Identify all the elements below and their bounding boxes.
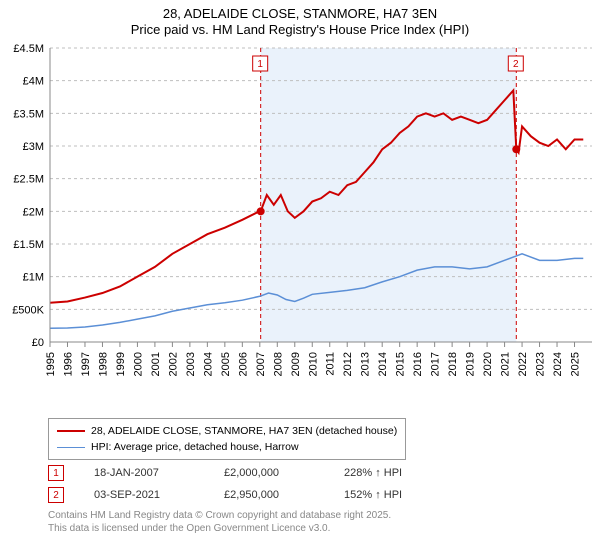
footer-line-2: This data is licensed under the Open Gov… [48, 523, 391, 536]
svg-text:2020: 2020 [482, 352, 494, 376]
legend: 28, ADELAIDE CLOSE, STANMORE, HA7 3EN (d… [48, 418, 406, 460]
legend-label-1: 28, ADELAIDE CLOSE, STANMORE, HA7 3EN (d… [91, 425, 397, 437]
title-block: 28, ADELAIDE CLOSE, STANMORE, HA7 3EN Pr… [0, 0, 600, 39]
footer-line-1: Contains HM Land Registry data © Crown c… [48, 510, 391, 523]
marker-badge-2: 2 [48, 487, 64, 503]
svg-text:1999: 1999 [115, 352, 127, 376]
svg-text:1998: 1998 [97, 352, 109, 376]
svg-text:2022: 2022 [517, 352, 529, 376]
svg-text:2007: 2007 [255, 352, 267, 376]
svg-text:2012: 2012 [342, 352, 354, 376]
svg-text:1: 1 [257, 59, 263, 70]
svg-text:£1.5M: £1.5M [13, 239, 44, 251]
svg-text:2006: 2006 [237, 352, 249, 376]
svg-text:1997: 1997 [80, 352, 92, 376]
svg-text:2014: 2014 [377, 352, 389, 376]
svg-text:2018: 2018 [447, 352, 459, 376]
svg-text:2025: 2025 [570, 352, 582, 376]
legend-item-2: HPI: Average price, detached house, Harr… [57, 439, 397, 455]
marker-badge-1: 1 [48, 465, 64, 481]
svg-text:2011: 2011 [325, 352, 337, 376]
svg-text:2008: 2008 [272, 352, 284, 376]
title-line-1: 28, ADELAIDE CLOSE, STANMORE, HA7 3EN [0, 6, 600, 22]
marker-price-1: £2,000,000 [224, 467, 314, 479]
svg-text:£2M: £2M [23, 206, 44, 218]
svg-text:1995: 1995 [45, 352, 57, 376]
svg-text:1996: 1996 [62, 352, 74, 376]
chart-area: £0 £500K £1M £1.5M £2M £2.5M £3M £3.5M £4M £4.5M 1… [0, 42, 600, 410]
legend-swatch-1 [57, 430, 85, 432]
marker-date-2: 03-SEP-2021 [94, 489, 194, 501]
marker-row-2: 2 03-SEP-2021 £2,950,000 152% ↑ HPI [48, 484, 454, 506]
svg-text:2010: 2010 [307, 352, 319, 376]
marker-price-2: £2,950,000 [224, 489, 314, 501]
svg-text:£2.5M: £2.5M [13, 174, 44, 186]
svg-text:£0: £0 [32, 337, 44, 349]
svg-text:2003: 2003 [185, 352, 197, 376]
svg-text:2: 2 [513, 59, 519, 70]
marker-table: 1 18-JAN-2007 £2,000,000 228% ↑ HPI 2 03… [48, 462, 454, 506]
svg-text:2017: 2017 [430, 352, 442, 376]
legend-label-2: HPI: Average price, detached house, Harr… [91, 441, 299, 453]
svg-text:2009: 2009 [290, 352, 302, 376]
svg-text:£1M: £1M [23, 272, 44, 284]
svg-text:£3.5M: £3.5M [13, 108, 44, 120]
marker-pct-1: 228% ↑ HPI [344, 467, 454, 479]
svg-text:£4M: £4M [23, 76, 44, 88]
svg-text:2013: 2013 [360, 352, 372, 376]
footer: Contains HM Land Registry data © Crown c… [48, 510, 391, 535]
marker-pct-2: 152% ↑ HPI [344, 489, 454, 501]
legend-swatch-2 [57, 447, 85, 448]
svg-text:2000: 2000 [132, 352, 144, 376]
legend-item-1: 28, ADELAIDE CLOSE, STANMORE, HA7 3EN (d… [57, 423, 397, 439]
svg-text:2019: 2019 [465, 352, 477, 376]
svg-text:2002: 2002 [167, 352, 179, 376]
chart-container: 28, ADELAIDE CLOSE, STANMORE, HA7 3EN Pr… [0, 0, 600, 560]
svg-text:2005: 2005 [220, 352, 232, 376]
svg-text:2024: 2024 [552, 352, 564, 376]
svg-text:2001: 2001 [150, 352, 162, 376]
svg-text:2023: 2023 [535, 352, 547, 376]
svg-text:2015: 2015 [395, 352, 407, 376]
svg-text:2004: 2004 [202, 352, 214, 376]
chart-svg: £0 £500K £1M £1.5M £2M £2.5M £3M £3.5M £4M £4.5M 1… [0, 42, 600, 410]
svg-text:2021: 2021 [500, 352, 512, 376]
svg-text:2016: 2016 [412, 352, 424, 376]
svg-text:£3M: £3M [23, 141, 44, 153]
title-line-2: Price paid vs. HM Land Registry's House … [0, 22, 600, 38]
marker-row-1: 1 18-JAN-2007 £2,000,000 228% ↑ HPI [48, 462, 454, 484]
marker-date-1: 18-JAN-2007 [94, 467, 194, 479]
svg-text:£4.5M: £4.5M [13, 43, 44, 55]
svg-text:£500K: £500K [12, 304, 44, 316]
